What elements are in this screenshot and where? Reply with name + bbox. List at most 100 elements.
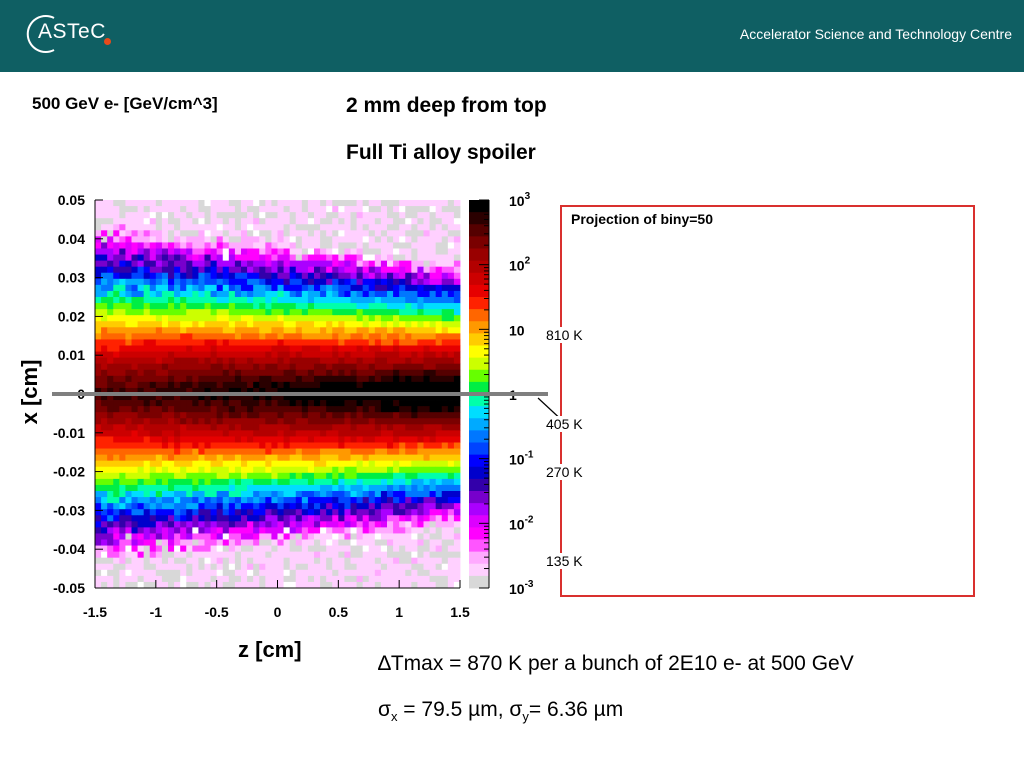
heatmap-cell [107, 436, 114, 443]
heatmap-cell [320, 375, 327, 383]
heatmap-cell [417, 478, 424, 486]
heatmap-cell [107, 460, 114, 468]
heatmap-cell [441, 430, 449, 437]
heatmap-cell [161, 497, 169, 504]
heatmap-cell [210, 539, 218, 546]
heatmap-cell [174, 206, 181, 213]
heatmap-cell [241, 551, 248, 559]
heatmap-cell [374, 248, 382, 255]
heatmap-cell [387, 224, 394, 231]
heatmap-cell [241, 309, 248, 316]
heatmap-cell [289, 478, 297, 486]
heatmap-cell [222, 575, 230, 583]
heatmap-cell [222, 394, 230, 401]
heatmap-cell [301, 224, 309, 231]
heatmap-cell [314, 448, 321, 456]
heatmap-cell [320, 387, 327, 395]
heatmap-cell [143, 242, 151, 249]
heatmap-cell [295, 551, 303, 559]
heatmap-cell [186, 484, 193, 492]
heatmap-cell [247, 581, 254, 589]
heatmap-cell [326, 381, 333, 389]
heatmap-cell [155, 424, 163, 431]
heatmap-cell [441, 387, 449, 395]
heatmap-cell [119, 551, 126, 559]
heatmap-cell [222, 472, 230, 480]
heatmap-cell [338, 278, 345, 286]
heatmap-cell [447, 242, 455, 249]
heatmap-cell [131, 497, 138, 504]
heatmap-cell [320, 448, 327, 456]
heatmap-cell [301, 387, 309, 395]
heatmap-cell [453, 412, 461, 419]
heatmap-cell [125, 381, 132, 389]
heatmap-cell [241, 272, 248, 280]
heatmap-cell [435, 321, 443, 328]
heatmap-cell [344, 533, 351, 540]
heatmap-cell [453, 345, 461, 352]
heatmap-cell [338, 527, 345, 534]
heatmap-cell [137, 206, 145, 213]
heatmap-cell [125, 321, 132, 328]
heatmap-cell [435, 430, 443, 437]
heatmap-cell [180, 339, 187, 346]
heatmap-cell [387, 563, 394, 571]
heatmap-cell [326, 200, 333, 207]
heatmap-cell [137, 303, 145, 310]
heatmap-cell [356, 563, 364, 571]
heatmap-cell [405, 527, 412, 534]
heatmap-cell [423, 387, 430, 395]
heatmap-cell [435, 315, 443, 322]
heatmap-cell [405, 345, 412, 352]
heatmap-cell [253, 375, 260, 383]
heatmap-cell [429, 242, 437, 249]
heatmap-cell [411, 563, 418, 571]
heatmap-cell [283, 290, 291, 298]
heatmap-cell [241, 545, 248, 553]
heatmap-cell [131, 303, 138, 310]
heatmap-cell [216, 484, 224, 492]
heatmap-cell [259, 539, 266, 546]
heatmap-cell [350, 254, 357, 262]
heatmap-cell [350, 460, 357, 468]
heatmap-cell [113, 218, 120, 225]
heatmap-cell [271, 266, 278, 274]
heatmap-cell [374, 442, 382, 449]
heatmap-cell [362, 575, 370, 583]
heatmap-cell [301, 509, 309, 516]
heatmap-cell [447, 218, 455, 225]
heatmap-cell [307, 551, 315, 559]
heatmap-cell [107, 254, 114, 262]
heatmap-cell [314, 212, 321, 219]
heatmap-cell [399, 315, 406, 322]
heatmap-cell [295, 406, 303, 413]
heatmap-cell [259, 563, 266, 571]
heatmap-cell [180, 515, 187, 522]
heatmap-cell [350, 503, 357, 510]
heatmap-cell [356, 424, 364, 431]
heatmap-cell [405, 521, 412, 528]
heatmap-cell [320, 575, 327, 583]
heatmap-cell [356, 218, 364, 225]
heatmap-cell [228, 236, 236, 243]
heatmap-cell [429, 406, 437, 413]
heatmap-cell [168, 460, 175, 468]
heatmap-cell [216, 521, 224, 528]
heatmap-cell [216, 545, 224, 553]
heatmap-x-axis-title: z [cm] [238, 637, 302, 662]
heatmap-cell [155, 418, 163, 425]
heatmap-cell [265, 260, 272, 268]
heatmap-cell [265, 515, 272, 522]
heatmap-cell [277, 551, 284, 559]
heatmap-cell [265, 284, 272, 292]
heatmap-cell [204, 533, 211, 540]
heatmap-cell [125, 375, 132, 383]
heatmap-cell [192, 527, 199, 534]
heatmap-cell [289, 339, 297, 346]
heatmap-cell [417, 260, 424, 268]
heatmap-cell [119, 527, 126, 534]
heatmap-cell [295, 278, 303, 286]
heatmap-cell [271, 442, 278, 449]
heatmap-cell [314, 400, 321, 407]
heatmap-cell [198, 315, 205, 322]
